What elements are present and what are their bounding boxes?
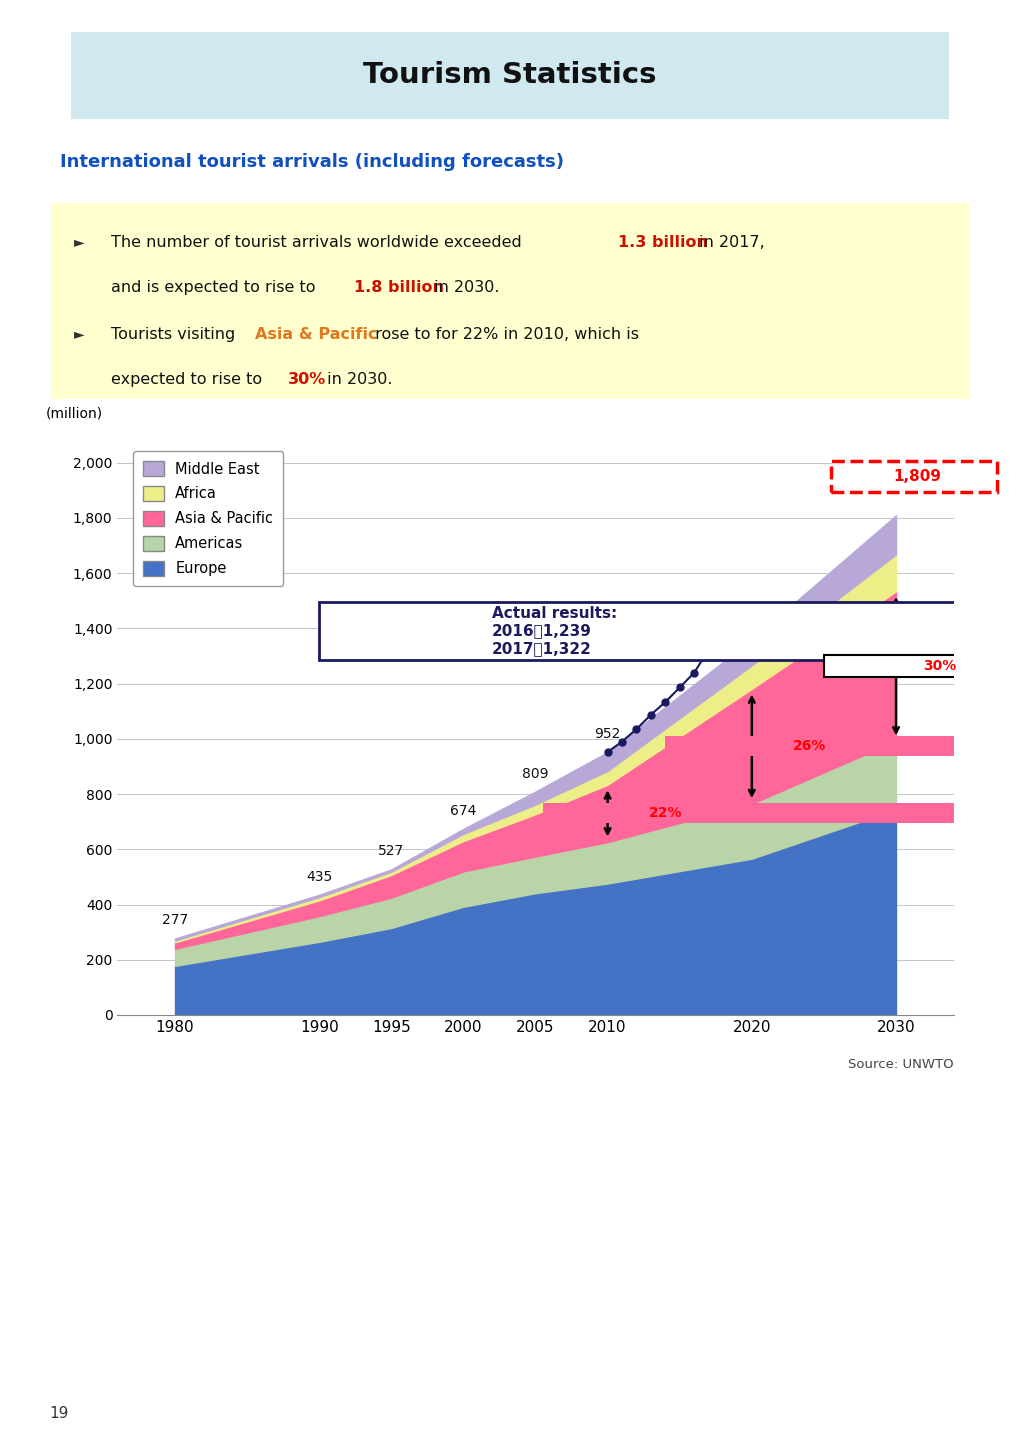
Text: 2016：1,239: 2016：1,239 [492, 624, 592, 638]
Text: in 2030.: in 2030. [322, 371, 392, 387]
Text: 527: 527 [378, 844, 404, 858]
Text: 952: 952 [594, 726, 621, 741]
FancyBboxPatch shape [37, 29, 982, 122]
FancyBboxPatch shape [542, 803, 1019, 824]
Text: expected to rise to: expected to rise to [111, 371, 267, 387]
FancyBboxPatch shape [29, 202, 986, 400]
Text: in 2030.: in 2030. [429, 280, 499, 294]
Text: 1,809: 1,809 [893, 468, 941, 484]
Text: 1.8 billion: 1.8 billion [354, 280, 443, 294]
Legend: Middle East, Africa, Asia & Pacific, Americas, Europe: Middle East, Africa, Asia & Pacific, Ame… [132, 451, 283, 586]
FancyBboxPatch shape [664, 737, 1019, 757]
Text: in 2017,: in 2017, [693, 235, 763, 249]
Text: Source: UNWTO: Source: UNWTO [847, 1058, 953, 1072]
Text: Tourism Statistics: Tourism Statistics [363, 61, 656, 90]
Text: 30%: 30% [922, 660, 955, 673]
Text: 22%: 22% [648, 806, 682, 821]
Text: 674: 674 [449, 803, 476, 818]
Text: rose to for 22% in 2010, which is: rose to for 22% in 2010, which is [370, 326, 639, 342]
Text: and is expected to rise to: and is expected to rise to [111, 280, 320, 294]
Text: ►: ► [74, 328, 85, 341]
Text: 26%: 26% [792, 740, 825, 753]
Text: Actual results:: Actual results: [492, 606, 616, 621]
Text: 30%: 30% [287, 371, 326, 387]
FancyBboxPatch shape [823, 655, 1019, 677]
Text: 435: 435 [306, 870, 332, 884]
FancyBboxPatch shape [830, 461, 996, 492]
Text: 809: 809 [522, 767, 548, 780]
Text: Tourists visiting: Tourists visiting [111, 326, 239, 342]
Text: The number of tourist arrivals worldwide exceeded: The number of tourist arrivals worldwide… [111, 235, 526, 249]
Text: (million): (million) [46, 406, 103, 420]
Text: 1.3 billion: 1.3 billion [618, 235, 707, 249]
Text: 19: 19 [49, 1406, 68, 1421]
Text: ►: ► [74, 235, 85, 249]
Text: 277: 277 [162, 914, 187, 928]
Text: Asia & Pacific: Asia & Pacific [255, 326, 377, 342]
Text: International tourist arrivals (including forecasts): International tourist arrivals (includin… [60, 154, 564, 171]
Text: 1360: 1360 [734, 615, 768, 628]
Text: 2017：1,322: 2017：1,322 [492, 641, 592, 657]
FancyBboxPatch shape [319, 602, 1019, 660]
